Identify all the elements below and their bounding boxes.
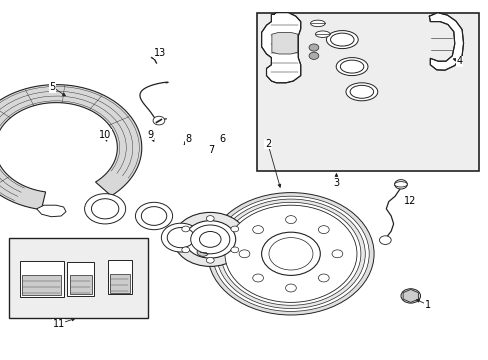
- Circle shape: [212, 196, 368, 311]
- Circle shape: [239, 250, 249, 258]
- Circle shape: [199, 231, 221, 247]
- Circle shape: [268, 238, 312, 270]
- Circle shape: [400, 289, 420, 303]
- Text: 7: 7: [208, 145, 214, 155]
- Polygon shape: [428, 13, 463, 70]
- Circle shape: [197, 248, 208, 256]
- Circle shape: [190, 225, 229, 254]
- Text: 10: 10: [99, 130, 111, 140]
- Circle shape: [230, 247, 238, 253]
- Circle shape: [182, 247, 189, 253]
- Polygon shape: [271, 32, 297, 54]
- Polygon shape: [37, 205, 66, 217]
- Text: 4: 4: [456, 56, 462, 66]
- Circle shape: [224, 205, 356, 302]
- Circle shape: [318, 274, 328, 282]
- Circle shape: [252, 274, 263, 282]
- Circle shape: [318, 226, 328, 234]
- Ellipse shape: [336, 58, 367, 76]
- Circle shape: [184, 221, 235, 258]
- Polygon shape: [0, 85, 142, 210]
- Ellipse shape: [310, 20, 325, 27]
- Bar: [70, 275, 92, 294]
- Circle shape: [404, 292, 416, 300]
- Text: 3: 3: [333, 178, 339, 188]
- Circle shape: [261, 232, 320, 275]
- Circle shape: [394, 180, 407, 189]
- Bar: [110, 274, 129, 292]
- Ellipse shape: [330, 33, 353, 46]
- Text: 1: 1: [424, 300, 430, 310]
- Text: 9: 9: [147, 130, 153, 140]
- Text: 5: 5: [50, 82, 56, 92]
- Bar: [67, 262, 94, 296]
- Text: 13: 13: [154, 48, 166, 58]
- Circle shape: [285, 284, 296, 292]
- Circle shape: [221, 202, 360, 305]
- Text: 2: 2: [264, 139, 270, 149]
- Circle shape: [153, 116, 164, 125]
- Circle shape: [173, 212, 246, 266]
- Circle shape: [308, 44, 318, 51]
- Circle shape: [207, 193, 373, 315]
- Circle shape: [161, 223, 200, 252]
- Circle shape: [135, 202, 172, 230]
- Circle shape: [167, 228, 194, 248]
- Ellipse shape: [326, 31, 357, 49]
- Circle shape: [206, 216, 214, 221]
- Text: 12: 12: [403, 196, 415, 206]
- Text: 6: 6: [219, 134, 225, 144]
- Polygon shape: [261, 13, 300, 83]
- Ellipse shape: [394, 181, 407, 187]
- Circle shape: [331, 250, 342, 258]
- Text: 8: 8: [185, 134, 191, 144]
- Circle shape: [379, 236, 390, 244]
- Ellipse shape: [315, 31, 329, 37]
- Bar: [256, 13, 478, 171]
- Bar: [107, 260, 132, 294]
- Circle shape: [308, 52, 318, 59]
- Circle shape: [216, 199, 365, 309]
- Circle shape: [206, 257, 214, 263]
- Bar: [20, 261, 63, 297]
- Bar: [9, 238, 148, 318]
- Circle shape: [141, 207, 166, 225]
- Ellipse shape: [349, 85, 373, 98]
- Text: 11: 11: [52, 319, 65, 329]
- Circle shape: [285, 216, 296, 224]
- Ellipse shape: [346, 83, 377, 101]
- Circle shape: [230, 226, 238, 232]
- Circle shape: [84, 194, 125, 224]
- Ellipse shape: [340, 60, 363, 73]
- Circle shape: [91, 199, 119, 219]
- Bar: [22, 275, 61, 295]
- Circle shape: [182, 226, 189, 232]
- Circle shape: [252, 226, 263, 234]
